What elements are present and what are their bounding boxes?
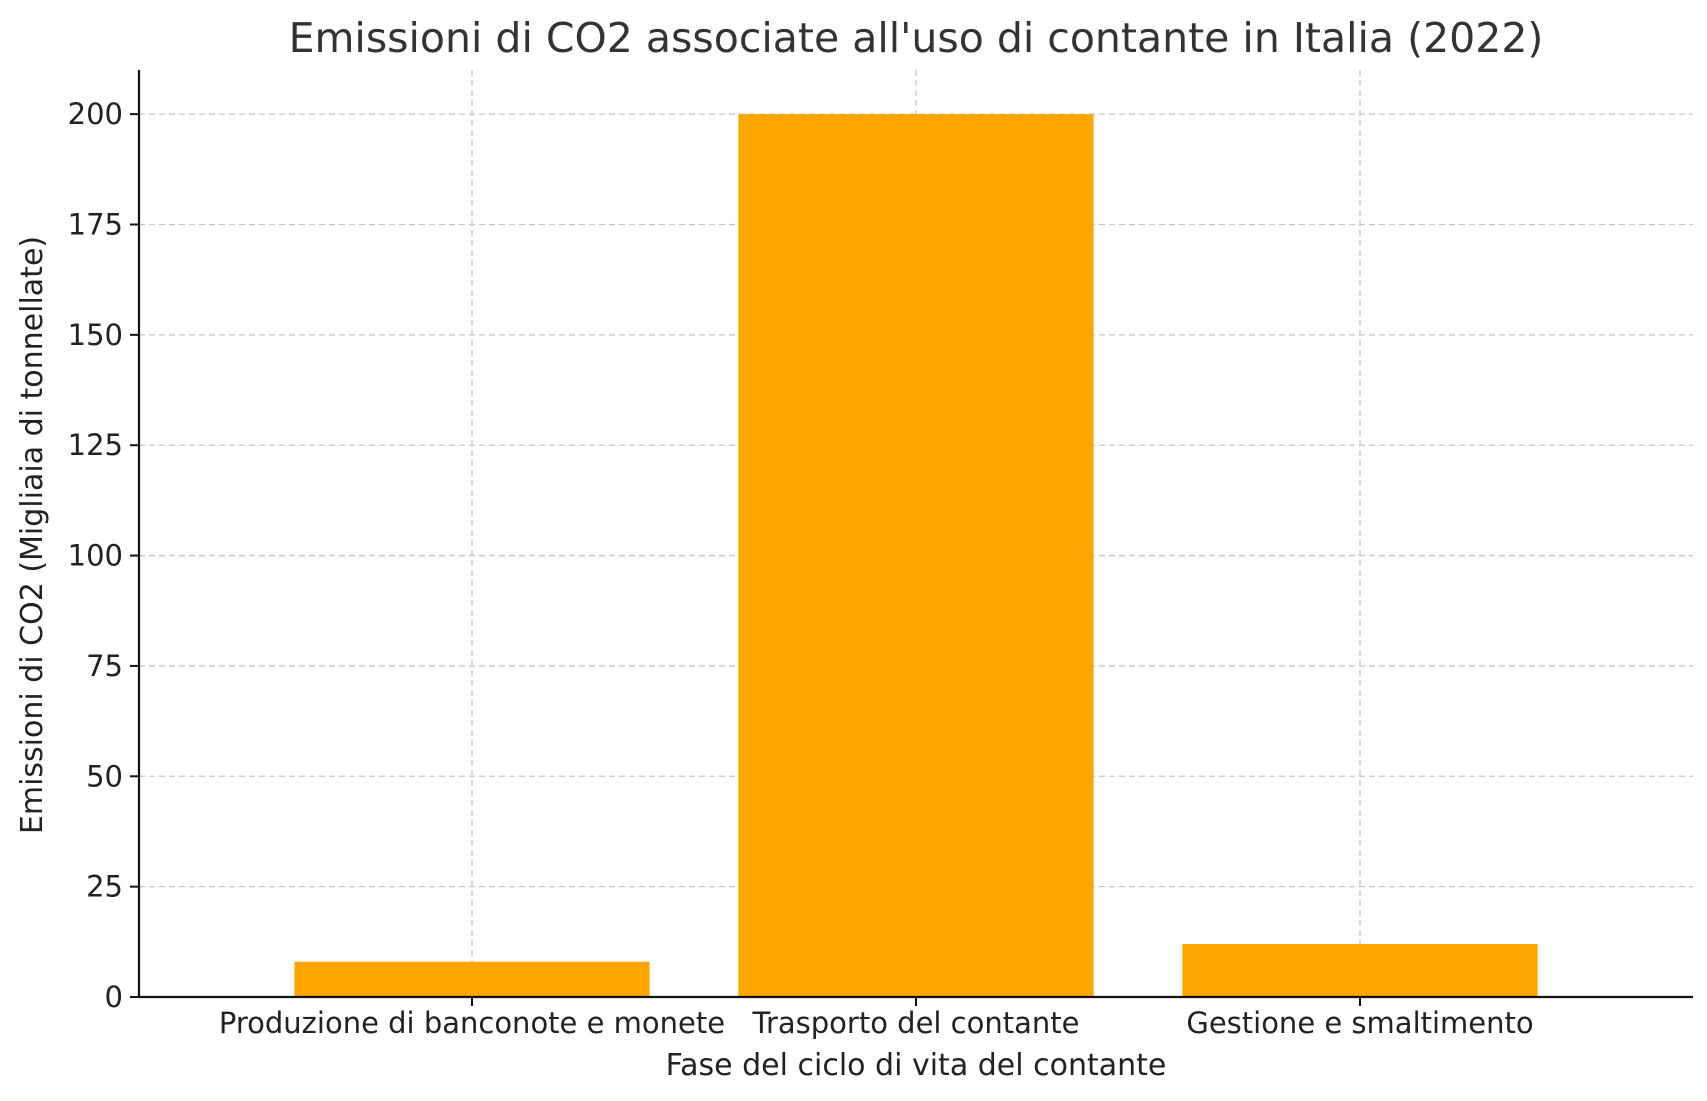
bar-2 [738,114,1094,997]
y-tick-label: 125 [68,428,123,462]
bar-1 [294,961,650,997]
x-tick-label: Trasporto del contante [752,1006,1080,1040]
bars-group [294,114,1538,997]
y-tick-label: 50 [86,759,123,793]
y-tick-label: 75 [86,649,123,683]
x-ticks-group: Produzione di banconote e monete Trasport… [219,997,1534,1040]
y-tick-label: 25 [86,870,123,904]
x-tick-label: Produzione di banconote e monete [219,1006,725,1040]
x-tick-label: Gestione e smaltimento [1186,1006,1533,1040]
y-tick-label: 150 [68,318,123,352]
y-tick-label: 0 [105,980,123,1014]
bar-3 [1182,944,1538,997]
y-ticks-group: 0 25 50 75 100 125 150 175 200 [68,97,139,1014]
y-tick-label: 100 [68,539,123,573]
x-axis-label: Fase del ciclo di vita del contante [666,1048,1167,1083]
y-tick-label: 200 [68,97,123,131]
chart-title: Emissioni di CO2 associate all'uso di co… [289,14,1544,62]
y-tick-label: 175 [68,208,123,242]
y-axis-label: Emissioni di CO2 (Migliaia di tonnellate… [15,236,50,834]
